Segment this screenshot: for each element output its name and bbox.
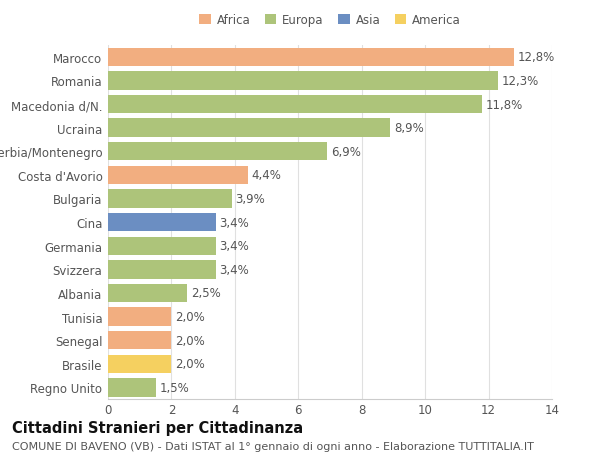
Bar <box>108 331 172 350</box>
Bar <box>108 49 514 67</box>
Bar <box>108 190 232 208</box>
Text: Cittadini Stranieri per Cittadinanza: Cittadini Stranieri per Cittadinanza <box>12 420 303 435</box>
Bar <box>108 378 155 397</box>
Text: 12,3%: 12,3% <box>502 75 539 88</box>
Text: 2,0%: 2,0% <box>175 358 205 370</box>
Text: 1,5%: 1,5% <box>160 381 189 394</box>
Text: 2,0%: 2,0% <box>175 310 205 323</box>
Legend: Africa, Europa, Asia, America: Africa, Europa, Asia, America <box>196 11 464 30</box>
Bar <box>108 355 172 373</box>
Bar <box>108 143 327 161</box>
Text: 12,8%: 12,8% <box>518 51 555 64</box>
Text: 2,0%: 2,0% <box>175 334 205 347</box>
Text: 6,9%: 6,9% <box>331 146 361 158</box>
Text: 4,4%: 4,4% <box>251 169 281 182</box>
Bar <box>108 72 498 90</box>
Bar <box>108 308 172 326</box>
Bar <box>108 237 216 255</box>
Bar <box>108 284 187 302</box>
Text: 3,4%: 3,4% <box>220 240 250 252</box>
Text: 2,5%: 2,5% <box>191 287 221 300</box>
Bar <box>108 95 482 114</box>
Text: 3,9%: 3,9% <box>235 193 265 206</box>
Text: 11,8%: 11,8% <box>486 98 523 111</box>
Text: 3,4%: 3,4% <box>220 216 250 229</box>
Bar <box>108 261 216 279</box>
Bar <box>108 119 390 138</box>
Text: 3,4%: 3,4% <box>220 263 250 276</box>
Text: 8,9%: 8,9% <box>394 122 424 135</box>
Text: COMUNE DI BAVENO (VB) - Dati ISTAT al 1° gennaio di ogni anno - Elaborazione TUT: COMUNE DI BAVENO (VB) - Dati ISTAT al 1°… <box>12 441 534 451</box>
Bar <box>108 166 248 185</box>
Bar <box>108 213 216 232</box>
